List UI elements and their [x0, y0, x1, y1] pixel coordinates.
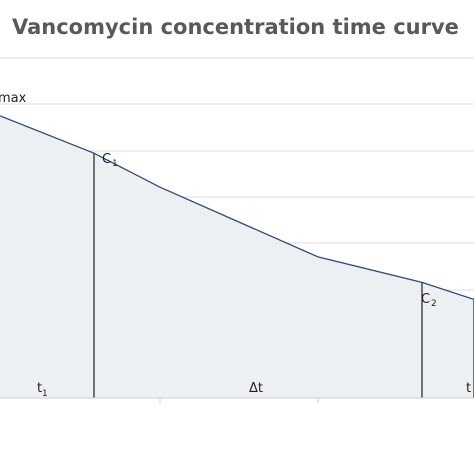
marker-label-sub-0: 1 [112, 159, 118, 169]
x-axis-ticks [159, 398, 319, 403]
chart-title: Vancomycin concentration time curve [12, 15, 459, 39]
marker-label-1: C [421, 292, 430, 307]
marker-label-sub-1: 2 [431, 299, 437, 309]
segment-label-0: t [37, 381, 42, 396]
segment-labels: C 1C 2t 1 Δt t [37, 152, 471, 399]
marker-label-0: C [102, 152, 111, 167]
segment-label-2: t [466, 381, 471, 396]
area-fill [0, 115, 474, 399]
concentration-line [0, 115, 474, 301]
marker-lines [93, 153, 474, 398]
segment-label-sub-0: 1 [42, 389, 48, 399]
segment-label-1: Δt [249, 381, 263, 396]
y-max-label: max [0, 91, 27, 106]
